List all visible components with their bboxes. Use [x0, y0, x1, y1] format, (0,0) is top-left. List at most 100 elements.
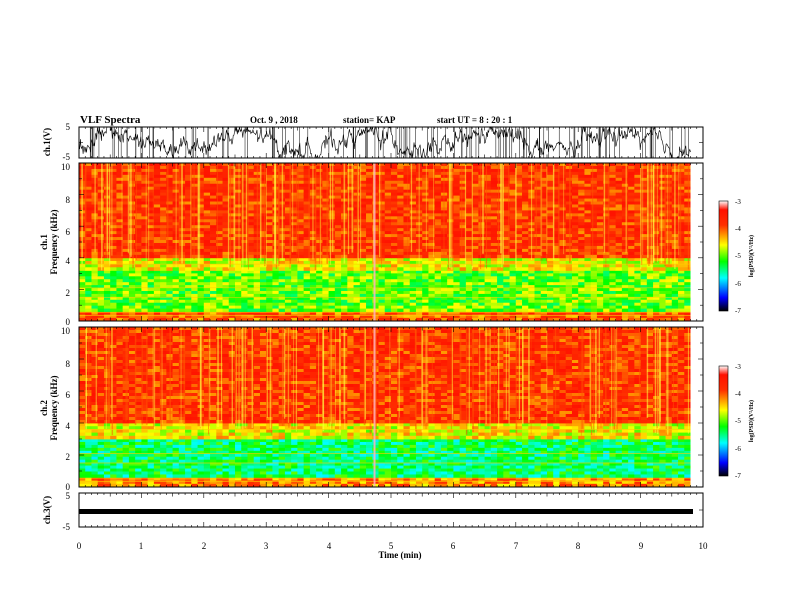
spec-cell	[547, 198, 554, 202]
spec-cell	[578, 293, 585, 298]
spec-cell	[128, 171, 136, 176]
spec-cell	[122, 293, 130, 298]
spec-cell	[103, 314, 111, 319]
spec-cell	[547, 267, 554, 271]
spec-cell	[228, 264, 236, 268]
spec-cell	[191, 276, 198, 280]
spec-cell	[465, 210, 473, 214]
spec-cell	[116, 174, 124, 179]
spec-cell	[297, 302, 305, 307]
spec-cell	[646, 260, 654, 265]
spec-cell	[596, 174, 604, 179]
spec-cell	[615, 228, 623, 232]
spec-cell	[684, 285, 691, 289]
spec-cell	[141, 216, 149, 220]
spec-cell	[628, 264, 635, 268]
spec-cell	[353, 296, 361, 301]
spec-cell	[428, 302, 436, 307]
spec-cell	[659, 282, 666, 286]
spec-cell	[210, 254, 217, 259]
spec-cell	[185, 242, 192, 247]
spec-cell	[621, 257, 629, 262]
spec-cell	[284, 210, 292, 214]
spec-cell	[347, 242, 354, 247]
spec-cell	[259, 225, 267, 229]
spec-cell	[440, 302, 448, 307]
spec-cell	[422, 302, 429, 307]
spec-cell	[284, 237, 292, 241]
spec-cell	[584, 308, 592, 312]
spec-cell	[609, 231, 617, 235]
spec-cell	[303, 308, 311, 312]
spec-cell	[303, 222, 311, 226]
spec-cell	[116, 242, 124, 247]
spec-cell	[684, 288, 691, 292]
spec-cell	[303, 163, 311, 167]
spec-cell	[640, 267, 648, 271]
spec-cell	[359, 180, 367, 185]
spec-cell	[422, 204, 429, 208]
spec-cell	[178, 279, 186, 283]
spec-cell	[553, 168, 560, 173]
spec-cell	[547, 308, 554, 312]
spec-cell	[147, 302, 155, 307]
spec-cell	[160, 195, 167, 199]
spec-cell	[540, 270, 548, 274]
spec-cell	[472, 177, 479, 182]
spec-cell	[384, 270, 392, 274]
spec-cell	[216, 282, 223, 286]
spec-cell	[522, 267, 529, 271]
spec-cell	[434, 216, 442, 220]
spec-cell	[515, 245, 523, 250]
spec-cell	[203, 168, 211, 173]
spec-cell	[253, 290, 261, 295]
spec-cell	[391, 201, 398, 205]
spec-cell	[160, 242, 167, 247]
spec-cell	[79, 290, 86, 295]
spec-cell	[472, 314, 479, 319]
spec-cell	[434, 186, 442, 191]
spec-cell	[185, 213, 192, 217]
spec-cell	[297, 285, 305, 289]
spec-cell	[465, 213, 473, 217]
spec-cell	[428, 189, 436, 194]
spec-cell	[116, 302, 124, 307]
spec-cell	[278, 285, 286, 289]
spec-cell	[122, 222, 130, 226]
spec-cell	[534, 251, 542, 256]
spec-cell	[684, 308, 691, 312]
spec-cell	[222, 186, 230, 191]
spec-cell	[628, 273, 635, 277]
spec-cell	[553, 302, 560, 307]
spec-cell	[359, 311, 367, 316]
spec-cell	[172, 314, 180, 319]
spec-cell	[353, 201, 361, 205]
spec-cell	[547, 237, 554, 241]
spec-cell	[366, 240, 373, 244]
spec-cell	[553, 192, 560, 196]
spec-cell	[372, 165, 379, 170]
spec-cell	[303, 270, 311, 274]
spec-cell	[347, 180, 354, 185]
spec-cell	[384, 168, 392, 173]
spec-cell	[334, 251, 342, 256]
spec-cell	[590, 204, 598, 208]
spec-cell	[571, 177, 579, 182]
spec-cell	[378, 285, 386, 289]
spec-cell	[403, 195, 411, 199]
spec-cell	[465, 174, 473, 179]
spec-cell	[578, 296, 585, 301]
spec-cell	[584, 237, 592, 241]
spec-cell	[247, 317, 255, 322]
spec-cell	[547, 288, 554, 292]
spec-cell	[447, 282, 454, 286]
spec-cell	[553, 257, 560, 262]
spec-cell	[403, 180, 411, 185]
spec-cell	[203, 216, 211, 220]
spec-cell	[565, 270, 573, 274]
spec-cell	[228, 210, 236, 214]
spec-cell	[665, 270, 673, 274]
spec-cell	[160, 293, 167, 298]
spec-cell	[615, 273, 623, 277]
spec-cell	[128, 267, 136, 271]
